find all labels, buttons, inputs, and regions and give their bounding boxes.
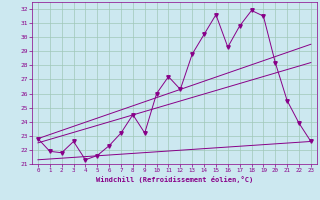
X-axis label: Windchill (Refroidissement éolien,°C): Windchill (Refroidissement éolien,°C) (96, 176, 253, 183)
